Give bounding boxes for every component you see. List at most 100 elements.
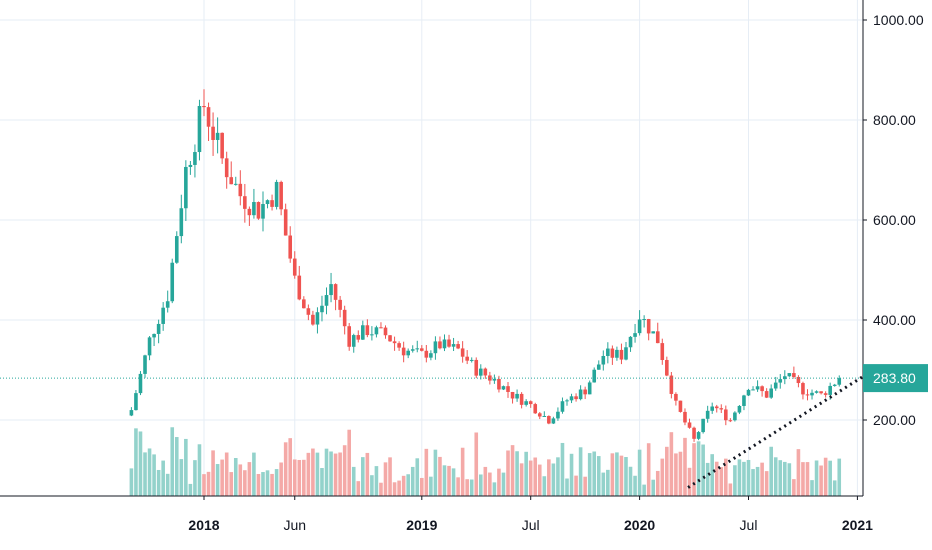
candle-body	[714, 406, 719, 409]
volume-bar	[810, 480, 814, 496]
candle-body	[733, 412, 737, 421]
volume-bar	[823, 457, 828, 496]
candle-body	[206, 107, 211, 127]
candle-body	[420, 348, 424, 351]
volume-bar	[587, 453, 592, 496]
candle-body	[837, 378, 842, 385]
volume-bar	[651, 479, 656, 496]
candle-body	[492, 378, 497, 381]
candle-body	[456, 344, 460, 349]
candle-body	[274, 181, 279, 207]
candle-body	[161, 307, 165, 324]
volume-bar	[497, 468, 501, 496]
candle-body	[433, 341, 438, 354]
volume-bar	[724, 458, 728, 496]
y-tick-label: 800.00	[873, 112, 916, 128]
candle-body	[265, 200, 270, 205]
volume-bar	[742, 461, 746, 496]
y-axis-ticks: 1000.00 800.00 600.00 400.00 200.00	[863, 12, 924, 428]
candle-body	[324, 295, 329, 306]
candle-body	[787, 373, 792, 377]
volume-bar	[606, 469, 610, 496]
volume-bar	[764, 471, 769, 496]
volume-bar	[610, 453, 615, 496]
candle-body	[696, 432, 701, 439]
volume-bar	[370, 475, 374, 496]
volume-bar	[565, 478, 569, 496]
grid-lines	[0, 0, 863, 496]
volume-bar	[333, 453, 338, 496]
candle-body	[587, 382, 592, 395]
volume-bar	[270, 473, 274, 496]
volume-bar	[751, 469, 755, 496]
candle-body	[370, 334, 374, 336]
volume-bar	[392, 482, 397, 496]
candle-body	[642, 319, 646, 321]
candle-body	[710, 406, 714, 411]
candle-body	[692, 427, 696, 439]
candle-body	[615, 349, 619, 358]
volume-bar	[569, 453, 574, 496]
volume-bar	[660, 458, 665, 496]
candle-body	[247, 208, 252, 216]
candle-body	[637, 319, 642, 334]
candle-body	[801, 383, 805, 395]
candle-body	[701, 418, 705, 433]
volume-bar	[787, 463, 792, 496]
volume-bar	[383, 462, 388, 496]
candle-body	[306, 308, 311, 315]
volume-bar	[338, 452, 342, 496]
x-tick-label: 2019	[406, 517, 437, 533]
volume-bar	[696, 441, 701, 496]
volume-bar	[642, 484, 646, 496]
candle-body	[606, 348, 610, 356]
x-axis-ticks: 2018 Jun 2019 Jul 2020 Jul 2021	[188, 496, 873, 533]
volume-bar	[533, 457, 538, 496]
volume-bar	[279, 462, 283, 496]
volume-bar	[134, 428, 138, 496]
candle-body	[683, 411, 687, 423]
candle-body	[724, 409, 728, 421]
candle-body	[501, 386, 506, 390]
candle-body	[342, 309, 347, 327]
volume-bar	[374, 466, 379, 496]
volume-bar	[229, 472, 234, 496]
candle-body	[347, 326, 351, 347]
candle-body	[764, 391, 769, 398]
candle-body	[769, 388, 773, 398]
candle-body	[243, 196, 247, 209]
candle-body	[329, 284, 333, 296]
candle-body	[170, 262, 175, 302]
candle-body	[819, 391, 823, 394]
candle-body	[261, 204, 265, 219]
volume-bar	[674, 453, 678, 496]
candle-body	[547, 416, 551, 424]
volume-bar	[143, 452, 147, 496]
volume-bar	[760, 462, 764, 496]
candle-body	[374, 327, 379, 335]
volume-bar	[746, 459, 751, 496]
candle-body	[832, 384, 837, 386]
candle-body	[805, 394, 810, 396]
volume-bar	[646, 443, 651, 496]
volume-bar	[397, 480, 401, 496]
volume-bar	[206, 471, 211, 496]
candle-body	[174, 236, 179, 263]
candle-body	[320, 305, 324, 313]
trendline[interactable]	[687, 375, 864, 489]
y-tick-label: 400.00	[873, 312, 916, 328]
candle-body	[202, 106, 206, 108]
candle-body	[292, 258, 297, 276]
volume-bar	[152, 454, 156, 496]
volume-bar	[202, 474, 206, 496]
volume-bar	[292, 459, 297, 496]
volume-bar	[415, 458, 420, 496]
volume-bar	[365, 452, 370, 496]
volume-bar	[197, 444, 202, 496]
candle-body	[297, 275, 302, 300]
candle-body	[447, 339, 451, 347]
volume-bar	[261, 472, 265, 496]
volume-bar	[283, 442, 288, 496]
candle-body	[311, 314, 315, 325]
